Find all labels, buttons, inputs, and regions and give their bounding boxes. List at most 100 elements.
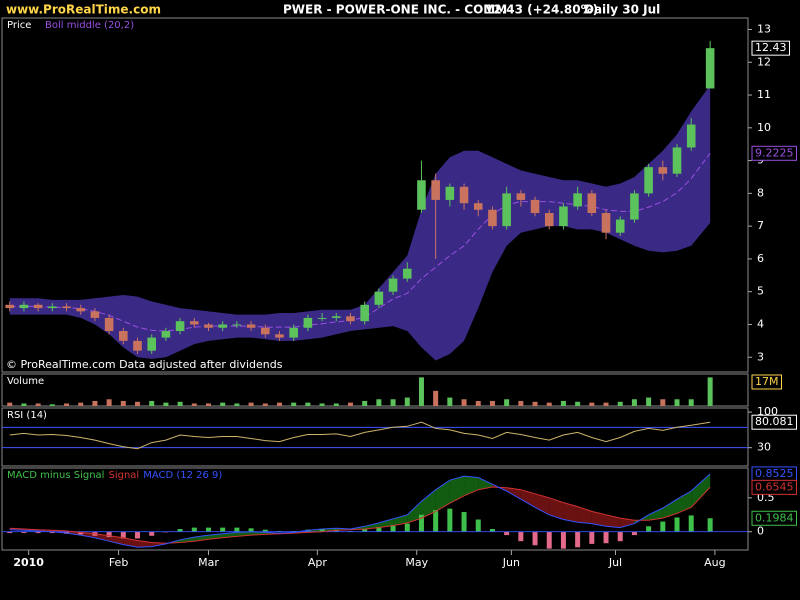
histogram-bar xyxy=(120,531,126,539)
histogram-bar xyxy=(248,528,254,532)
x-tick-label: Apr xyxy=(308,556,328,569)
volume-bar xyxy=(674,399,680,406)
histogram-bar xyxy=(21,531,27,534)
y-tick-label: 13 xyxy=(757,22,771,35)
histogram-bar xyxy=(603,531,609,544)
candle-body xyxy=(133,340,142,351)
candle-body xyxy=(161,331,171,338)
histogram-bar xyxy=(631,531,637,536)
volume-bar xyxy=(205,403,211,406)
volume-bar xyxy=(660,399,666,406)
volume-bar xyxy=(433,390,439,406)
histogram-bar xyxy=(674,517,680,532)
volume-bar xyxy=(546,402,552,406)
last-close: 12.43 xyxy=(755,41,787,54)
volume-bar xyxy=(135,401,141,406)
volume-bar xyxy=(177,401,183,406)
volume-bar xyxy=(447,397,453,406)
macd-fill xyxy=(378,518,394,528)
volume-bar xyxy=(688,399,694,406)
y-tick-label: 8 xyxy=(757,186,764,199)
volume-bar xyxy=(631,399,637,406)
candle-body xyxy=(644,167,653,194)
candle-body xyxy=(360,304,369,322)
histogram-bar xyxy=(390,524,396,532)
histogram-bar xyxy=(546,531,552,549)
candle-body xyxy=(346,316,355,322)
volume-bar xyxy=(248,402,254,406)
last-macd: 0.8525 xyxy=(755,467,794,480)
candle-body xyxy=(104,317,114,332)
candle-body xyxy=(705,48,715,89)
volume-bar xyxy=(617,401,623,406)
volume-bar xyxy=(404,397,410,406)
candle-body xyxy=(19,304,29,309)
histogram-bar xyxy=(575,531,581,548)
histogram-bar xyxy=(319,528,325,532)
candle-body xyxy=(33,304,43,309)
volume-bar xyxy=(518,400,524,406)
macd-fill xyxy=(662,499,678,519)
macd-fill xyxy=(606,514,621,528)
last-middle-box xyxy=(751,145,797,161)
histogram-bar xyxy=(177,528,183,532)
site-link[interactable]: www.ProRealTime.com xyxy=(6,3,161,17)
y-tick-label: 5 xyxy=(757,285,764,298)
histogram-bar xyxy=(7,531,13,534)
macd-fill xyxy=(677,491,692,514)
last-histogram-box xyxy=(751,510,797,526)
histogram-bar xyxy=(707,518,713,532)
panel-frame xyxy=(1,373,749,407)
volume-bar xyxy=(276,402,282,406)
histogram-bar xyxy=(433,510,439,532)
panel-title: Price xyxy=(7,20,31,31)
last-close-box xyxy=(751,40,790,56)
histogram-bar xyxy=(220,527,226,532)
symbol: PWER - POWER-ONE INC. - COMM xyxy=(283,3,507,17)
macd-fill xyxy=(563,502,578,523)
panel-frame xyxy=(1,467,749,551)
candle-body xyxy=(431,180,440,200)
rsi-line xyxy=(9,421,711,450)
volume-bar xyxy=(191,403,197,406)
y-tick-label: 7 xyxy=(757,219,764,232)
volume-bar xyxy=(489,400,495,406)
volume-bar xyxy=(21,403,27,406)
y-tick-label: 30 xyxy=(757,441,771,454)
macd-fill xyxy=(449,476,465,504)
copyright-note: © ProRealTime.com Data adjusted after di… xyxy=(6,358,283,371)
candle-body xyxy=(147,337,156,351)
histogram-bar xyxy=(504,531,510,536)
candle-body xyxy=(260,327,270,335)
candle-body xyxy=(190,321,199,325)
volume-bar xyxy=(49,404,55,406)
y-tick-label: 10 xyxy=(757,121,771,134)
last-rsi-box xyxy=(751,414,797,430)
last-volume: 17M xyxy=(755,375,779,388)
x-tick-label: 2010 xyxy=(13,556,44,569)
candle-body xyxy=(459,186,469,204)
candle-body xyxy=(218,324,227,328)
candle-body xyxy=(445,186,455,200)
histogram-bar xyxy=(560,531,566,549)
legend-boll: Boll middle (20,2) xyxy=(45,20,134,31)
candle-body xyxy=(5,304,15,309)
candle-body xyxy=(573,193,582,207)
candle-body xyxy=(246,324,256,328)
macd-fill xyxy=(435,480,450,512)
histogram-bar xyxy=(489,528,495,532)
candle-body xyxy=(388,278,398,292)
panel-frame xyxy=(1,407,749,467)
last-volume-box xyxy=(751,374,782,390)
last-rsi: 80.081 xyxy=(755,415,794,428)
macd-fill xyxy=(421,489,436,519)
y-tick-label: 12 xyxy=(757,55,771,68)
macd-fill xyxy=(577,506,592,524)
histogram-bar xyxy=(362,528,368,532)
candle-body xyxy=(76,308,86,312)
candle-body xyxy=(90,311,100,318)
histogram-bar xyxy=(617,531,623,542)
candle-body xyxy=(544,213,554,227)
histogram-bar xyxy=(447,508,453,532)
